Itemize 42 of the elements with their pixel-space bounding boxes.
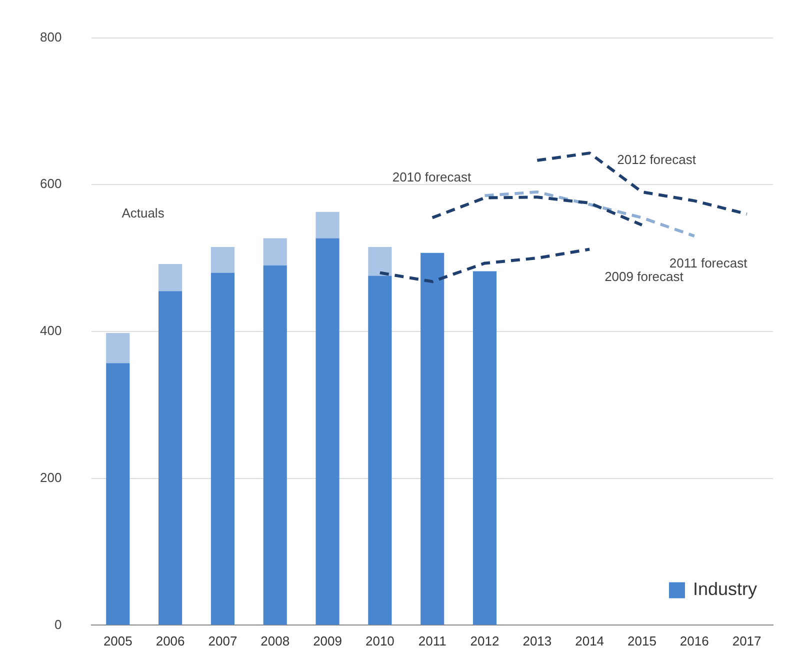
x-tick-label: 2015 bbox=[628, 634, 656, 649]
bar bbox=[316, 238, 340, 625]
x-tick-label: 2010 bbox=[365, 634, 394, 649]
line-series bbox=[378, 248, 592, 284]
text: 2011 forecast bbox=[669, 256, 748, 271]
bar bbox=[472, 271, 497, 625]
y-tick-label: 600 bbox=[40, 176, 62, 192]
line-series bbox=[536, 152, 748, 216]
x-tick-label: 2016 bbox=[680, 634, 709, 649]
bar bbox=[263, 265, 287, 625]
series-label: 2010 forecast bbox=[392, 169, 472, 184]
bar bbox=[368, 276, 392, 625]
y-tick-label: 200 bbox=[40, 470, 62, 485]
bar bbox=[420, 252, 444, 625]
x-tick-label: 2012 bbox=[470, 634, 500, 649]
bar bbox=[158, 264, 182, 292]
x-tick-label: 2014 bbox=[575, 634, 604, 649]
bar bbox=[210, 247, 235, 273]
x-tick-label: 2008 bbox=[260, 634, 290, 649]
y-tick-label: 800 bbox=[40, 29, 62, 44]
legend-label: Industry bbox=[692, 579, 758, 600]
bar bbox=[158, 291, 182, 625]
bar bbox=[263, 238, 287, 266]
line-series bbox=[483, 190, 696, 238]
x-tick-label: 2009 bbox=[313, 634, 342, 649]
bar bbox=[106, 332, 130, 364]
x-tick-label: 2007 bbox=[208, 634, 238, 649]
y-tick-label: 0 bbox=[54, 616, 62, 632]
bar bbox=[368, 247, 392, 276]
bar bbox=[106, 363, 130, 625]
y-tick-label: 400 bbox=[40, 323, 62, 338]
x-tick-label: 2013 bbox=[522, 634, 552, 649]
line-series bbox=[430, 196, 644, 227]
bar bbox=[210, 272, 235, 625]
x-tick-label: 2006 bbox=[156, 634, 185, 649]
x-tick-label: 2017 bbox=[732, 634, 762, 649]
x-tick-label: 2011 bbox=[418, 634, 446, 649]
series-label: 2009 forecast bbox=[604, 268, 684, 284]
series-label: 2012 forecast bbox=[617, 152, 696, 167]
x-tick-label: 2005 bbox=[103, 634, 132, 649]
bar bbox=[316, 212, 340, 238]
annotation: Actuals bbox=[122, 206, 165, 221]
